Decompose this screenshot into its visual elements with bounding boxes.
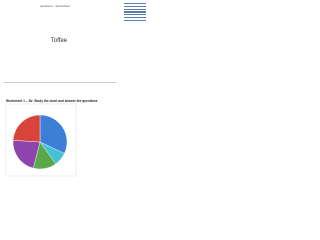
pie-slice	[12, 140, 41, 169]
logo: Toffee	[50, 38, 68, 44]
divider	[4, 82, 116, 83]
pie-slice	[39, 114, 68, 154]
pie-slice	[12, 114, 41, 143]
page: questions - Worksheet Toffee Worksheet 1…	[0, 0, 149, 198]
header-title: questions - Worksheet	[40, 4, 70, 8]
pie-chart	[5, 103, 77, 177]
section-heading: Worksheet 1 – 2b: Study the chart and an…	[6, 99, 98, 103]
side-links	[124, 3, 146, 22]
pie	[12, 114, 68, 170]
